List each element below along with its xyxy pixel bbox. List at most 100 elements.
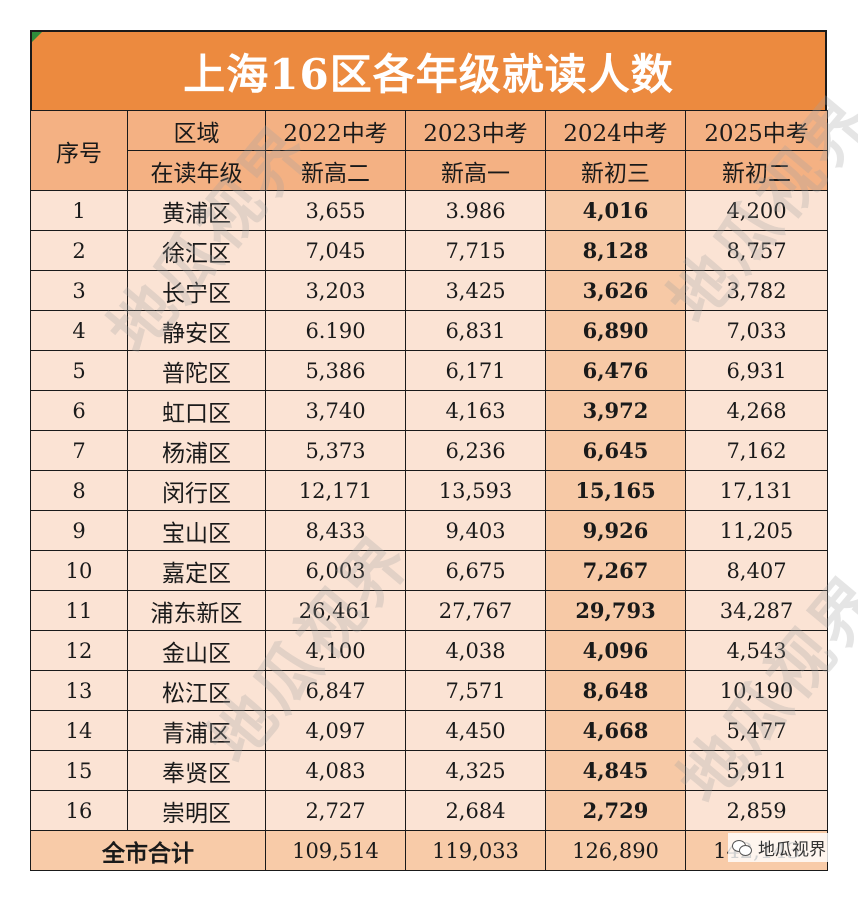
value-2025: 3,782 (685, 270, 828, 311)
row-number: 5 (30, 350, 128, 391)
district-name: 静安区 (127, 310, 266, 351)
header-grade-level: 新高一 (405, 150, 546, 191)
value-2023: 4,038 (405, 630, 546, 671)
table-row: 9 宝山区 8,433 9,403 9,926 11,205 (30, 510, 828, 551)
value-2025: 7,162 (685, 430, 828, 471)
total-label: 全市合计 (30, 830, 266, 871)
value-2024: 6,476 (545, 350, 686, 391)
value-2023: 4,163 (405, 390, 546, 431)
value-2023: 3.986 (405, 190, 546, 231)
value-2025: 8,757 (685, 230, 828, 271)
corner-marker (32, 32, 42, 42)
header-grade-level: 新初三 (545, 150, 686, 191)
value-2023: 6,675 (405, 550, 546, 591)
district-name: 长宁区 (127, 270, 266, 311)
wechat-badge-label: 地瓜视界 (758, 840, 826, 860)
row-number: 6 (30, 390, 128, 431)
value-2022: 8,433 (265, 510, 406, 551)
row-number: 15 (30, 750, 128, 791)
district-name: 浦东新区 (127, 590, 266, 631)
value-2025: 34,287 (685, 590, 828, 631)
table-row: 1 黄浦区 3,655 3.986 4,016 4,200 (30, 190, 828, 231)
table-row: 5 普陀区 5,386 6,171 6,476 6,931 (30, 350, 828, 391)
value-2024: 4,845 (545, 750, 686, 791)
value-2025: 17,131 (685, 470, 828, 511)
value-2022: 6.190 (265, 310, 406, 351)
value-2025: 4,543 (685, 630, 828, 671)
header-region: 区域 (127, 110, 266, 151)
header-grade: 在读年级 (127, 150, 266, 191)
header-grade-level: 新初二 (685, 150, 828, 191)
value-2022: 4,100 (265, 630, 406, 671)
table-row: 12 金山区 4,100 4,038 4,096 4,543 (30, 630, 828, 671)
value-2022: 3,655 (265, 190, 406, 231)
table-row: 10 嘉定区 6,003 6,675 7,267 8,407 (30, 550, 828, 591)
district-name: 徐汇区 (127, 230, 266, 271)
value-2024: 4,016 (545, 190, 686, 231)
district-name: 松江区 (127, 670, 266, 711)
value-2022: 4,083 (265, 750, 406, 791)
value-2022: 5,386 (265, 350, 406, 391)
value-2022: 5,373 (265, 430, 406, 471)
row-number: 16 (30, 790, 128, 831)
value-2023: 7,715 (405, 230, 546, 271)
value-2024: 4,096 (545, 630, 686, 671)
header-year: 2024中考 (545, 110, 686, 151)
table-row: 8 闵行区 12,171 13,593 15,165 17,131 (30, 470, 828, 511)
table-row: 11 浦东新区 26,461 27,767 29,793 34,287 (30, 590, 828, 631)
district-name: 宝山区 (127, 510, 266, 551)
district-name: 青浦区 (127, 710, 266, 751)
value-2024: 7,267 (545, 550, 686, 591)
value-2023: 27,767 (405, 590, 546, 631)
value-2023: 6,831 (405, 310, 546, 351)
value-2023: 4,450 (405, 710, 546, 751)
district-name: 崇明区 (127, 790, 266, 831)
header-row-grades: 在读年级 新高二 新高一 新初三 新初二 (31, 150, 828, 191)
row-number: 14 (30, 710, 128, 751)
value-2025: 4,268 (685, 390, 828, 431)
wechat-icon (732, 839, 752, 856)
table-title-bar: 上海16区各年级就读人数 (30, 30, 827, 110)
value-2022: 6,003 (265, 550, 406, 591)
table-row: 6 虹口区 3,740 4,163 3,972 4,268 (30, 390, 828, 431)
value-2025: 5,911 (685, 750, 828, 791)
row-number: 9 (30, 510, 128, 551)
value-2024: 2,729 (545, 790, 686, 831)
wechat-badge: 地瓜视界 (728, 833, 830, 862)
row-number: 4 (30, 310, 128, 351)
value-2024: 3,626 (545, 270, 686, 311)
value-2022: 3,740 (265, 390, 406, 431)
table-row: 15 奉贤区 4,083 4,325 4,845 5,911 (30, 750, 828, 791)
value-2023: 4,325 (405, 750, 546, 791)
value-2024: 9,926 (545, 510, 686, 551)
district-name: 杨浦区 (127, 430, 266, 471)
value-2023: 9,403 (405, 510, 546, 551)
table-row: 4 静安区 6.190 6,831 6,890 7,033 (30, 310, 828, 351)
value-2024: 15,165 (545, 470, 686, 511)
value-2022: 6,847 (265, 670, 406, 711)
value-2025: 2,859 (685, 790, 828, 831)
table-row: 3 长宁区 3,203 3,425 3,626 3,782 (30, 270, 828, 311)
table-row: 14 青浦区 4,097 4,450 4,668 5,477 (30, 710, 828, 751)
table-row: 2 徐汇区 7,045 7,715 8,128 8,757 (30, 230, 828, 271)
table-row: 7 杨浦区 5,373 6,236 6,645 7,162 (30, 430, 828, 471)
district-name: 金山区 (127, 630, 266, 671)
value-2025: 4,200 (685, 190, 828, 231)
value-2024: 6,890 (545, 310, 686, 351)
table-title: 上海16区各年级就读人数 (183, 49, 674, 99)
value-2024: 8,648 (545, 670, 686, 711)
total-value: 119,033 (405, 830, 546, 871)
value-2024: 4,668 (545, 710, 686, 751)
header-year: 2025中考 (685, 110, 828, 151)
value-2022: 26,461 (265, 590, 406, 631)
header-seq: 序号 (30, 110, 128, 191)
value-2023: 3,425 (405, 270, 546, 311)
value-2024: 6,645 (545, 430, 686, 471)
header-year: 2022中考 (265, 110, 406, 151)
value-2022: 2,727 (265, 790, 406, 831)
district-name: 奉贤区 (127, 750, 266, 791)
value-2023: 2,684 (405, 790, 546, 831)
district-name: 嘉定区 (127, 550, 266, 591)
row-number: 7 (30, 430, 128, 471)
value-2023: 6,236 (405, 430, 546, 471)
